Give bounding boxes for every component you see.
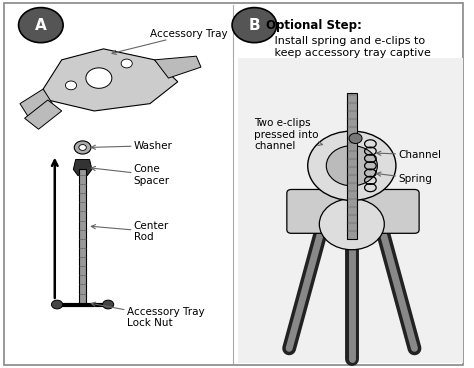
- Text: Washer: Washer: [91, 141, 173, 151]
- Circle shape: [79, 145, 86, 151]
- Polygon shape: [43, 49, 178, 111]
- Circle shape: [74, 141, 91, 154]
- Polygon shape: [20, 89, 53, 118]
- Circle shape: [52, 300, 63, 309]
- FancyBboxPatch shape: [4, 3, 463, 365]
- Text: Center
Rod: Center Rod: [91, 221, 169, 242]
- Text: Channel: Channel: [377, 150, 441, 160]
- Polygon shape: [155, 56, 201, 78]
- Text: B: B: [248, 18, 260, 33]
- Circle shape: [326, 146, 377, 186]
- FancyBboxPatch shape: [238, 58, 463, 363]
- FancyBboxPatch shape: [346, 93, 357, 239]
- Polygon shape: [25, 100, 62, 129]
- Text: Accessory Tray
Lock Nut: Accessory Tray Lock Nut: [91, 302, 204, 328]
- Text: Two e-clips
pressed into
channel: Two e-clips pressed into channel: [255, 118, 322, 151]
- Text: Optional Step:: Optional Step:: [266, 19, 362, 32]
- Polygon shape: [73, 160, 92, 176]
- Text: Cone
Spacer: Cone Spacer: [91, 164, 170, 186]
- Circle shape: [319, 199, 384, 250]
- Circle shape: [308, 131, 396, 201]
- Circle shape: [349, 133, 362, 144]
- Circle shape: [65, 81, 77, 90]
- Text: A: A: [35, 18, 47, 33]
- Circle shape: [232, 8, 277, 43]
- Circle shape: [18, 8, 63, 43]
- FancyBboxPatch shape: [287, 190, 419, 233]
- Circle shape: [86, 68, 112, 88]
- FancyBboxPatch shape: [79, 169, 86, 305]
- Circle shape: [102, 300, 114, 309]
- Text: Spring: Spring: [377, 172, 432, 184]
- Text: Install spring and e-clips to
   keep accessory tray captive: Install spring and e-clips to keep acces…: [264, 36, 430, 58]
- Text: Accessory Tray: Accessory Tray: [112, 29, 228, 54]
- Circle shape: [121, 59, 132, 68]
